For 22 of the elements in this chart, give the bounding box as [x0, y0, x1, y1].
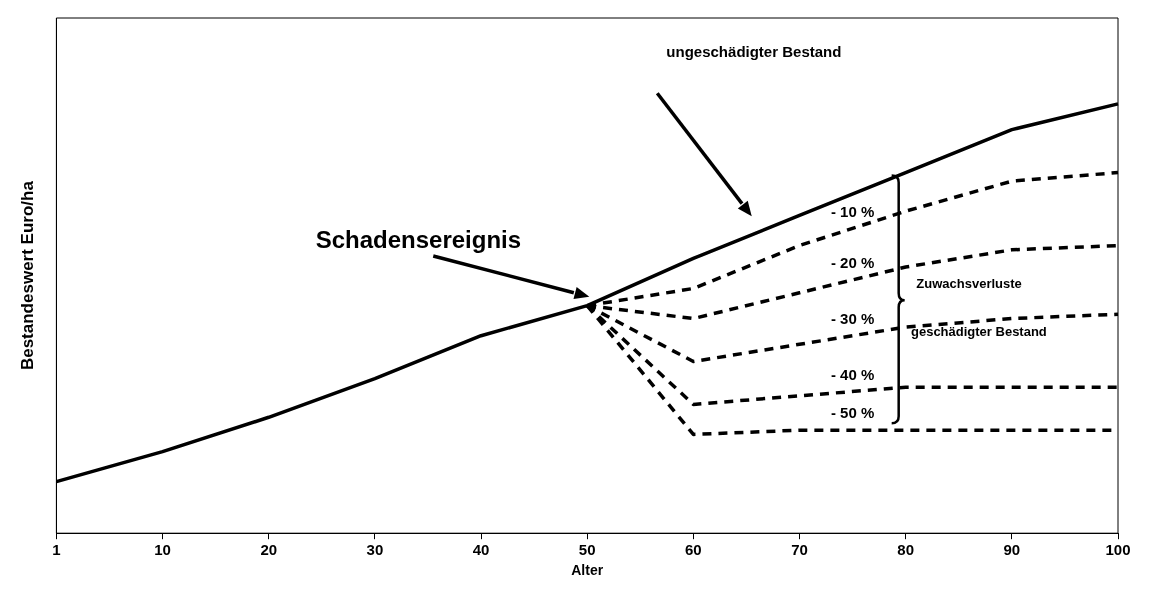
x-tick-label: 50 — [578, 541, 596, 559]
x-tick-label: 70 — [791, 541, 808, 559]
x-axis-title: Alter — [571, 562, 604, 579]
x-tick-label: 90 — [1003, 541, 1021, 559]
y-axis-title: Bestandeswert Euro/ha — [17, 180, 37, 371]
series-label: - 10 % — [830, 202, 875, 220]
annotation: Schadensereignis — [315, 225, 522, 253]
series-label: - 50 % — [830, 404, 875, 422]
series-label: - 40 % — [830, 365, 875, 383]
series-label: - 20 % — [830, 254, 875, 272]
text: ungeschädigter Bestand — [666, 42, 842, 60]
x-tick-label: 30 — [366, 541, 384, 559]
annotation: Zuwachsverluste — [916, 276, 1022, 292]
x-tick-label: 10 — [154, 541, 171, 559]
annotation: geschädigter Bestand — [910, 323, 1047, 339]
x-tick-label: 80 — [897, 541, 915, 559]
x-tick-label: 1 — [52, 541, 61, 559]
x-tick-label: 60 — [685, 541, 702, 559]
x-tick-label: 20 — [260, 541, 278, 559]
series-label: - 30 % — [830, 309, 875, 327]
x-tick-label: 40 — [472, 541, 490, 559]
x-tick-label: 100 — [1105, 541, 1131, 559]
